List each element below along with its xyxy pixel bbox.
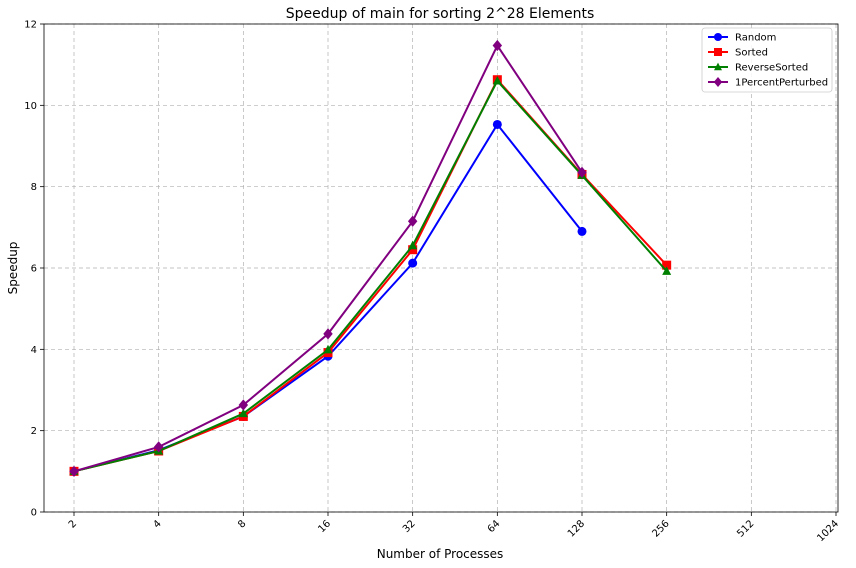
- legend-marker: [714, 33, 722, 41]
- y-tick-label: 6: [31, 264, 37, 275]
- data-point: [69, 465, 79, 477]
- y-tick-label: 2: [31, 426, 37, 437]
- legend-item: ReverseSorted: [708, 63, 808, 74]
- data-point: [577, 166, 587, 179]
- y-tick-label: 8: [31, 182, 37, 193]
- data-point: [492, 75, 502, 85]
- legend-box: [701, 27, 833, 93]
- legend-marker: [713, 77, 723, 87]
- data-point: [408, 258, 418, 268]
- data-point: [238, 408, 248, 418]
- series-line: [73, 79, 668, 473]
- legend-label: 1PercentPerturbed: [735, 78, 828, 89]
- series-1percentperturbed: [69, 39, 587, 477]
- data-point: [662, 260, 672, 270]
- y-tick-label: 12: [24, 20, 37, 31]
- y-tick-label: 10: [24, 101, 37, 112]
- x-axis-label: Number of Processes: [377, 547, 504, 561]
- data-point: [408, 245, 418, 255]
- data-point: [492, 119, 502, 129]
- data-point: [323, 328, 333, 340]
- data-point: [323, 344, 333, 354]
- series-layer: [69, 39, 672, 477]
- legend-item: 1PercentPerturbed: [708, 77, 828, 89]
- data-point: [407, 215, 418, 227]
- legend: Random Sorted ReverseSorted 1PercentPerturb…: [701, 27, 833, 93]
- legend-marker: [714, 48, 722, 56]
- data-point: [492, 39, 503, 52]
- y-tick-label: 4: [31, 345, 37, 356]
- data-point: [662, 266, 672, 275]
- data-point: [577, 226, 587, 236]
- y-axis: 0 2 4 6 8 10 12: [24, 20, 44, 519]
- y-axis-label: Speedup: [6, 242, 20, 295]
- legend-label: ReverseSorted: [735, 63, 808, 74]
- data-point: [238, 399, 249, 411]
- data-point: [408, 240, 418, 250]
- legend-item: Random: [708, 33, 776, 44]
- legend-marker: [714, 62, 722, 71]
- y-tick-label: 0: [31, 508, 37, 519]
- legend-label: Random: [735, 33, 776, 44]
- legend-label: Sorted: [735, 48, 768, 59]
- data-point: [153, 441, 164, 453]
- chart-title: Speedup of main for sorting 2^28 Element…: [286, 6, 595, 22]
- legend-item: Sorted: [708, 48, 768, 59]
